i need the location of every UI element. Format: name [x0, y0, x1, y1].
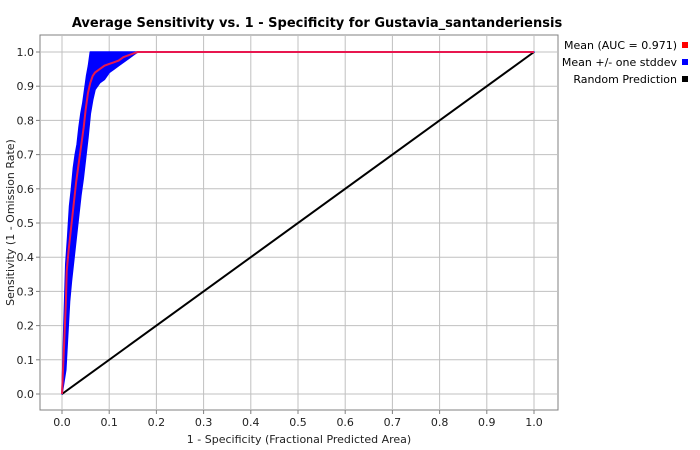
plot-area: 0.0 0.1 0.2 0.3 0.4 0.5 0.6 0.7 0.8 0.9 1.0 0.0 0.1 0…	[17, 34, 559, 429]
x-tick-label: 0.0	[53, 416, 71, 429]
stddev-band	[61, 51, 535, 395]
y-tick-label: 0.2	[17, 320, 35, 333]
x-tick-label: 0.3	[195, 416, 213, 429]
x-tick-label: 0.6	[336, 416, 354, 429]
legend-swatch	[682, 76, 688, 82]
y-tick-label: 0.3	[17, 285, 35, 298]
x-tick-label: 0.1	[100, 416, 118, 429]
random-prediction-line	[61, 51, 535, 395]
legend: Mean (AUC = 0.971) Mean +/- one stddev Ran…	[562, 39, 688, 86]
y-tick-label: 0.5	[17, 217, 35, 230]
y-tick-label: 0.0	[17, 388, 35, 401]
x-tick-label: 0.4	[242, 416, 260, 429]
legend-swatch	[682, 42, 688, 48]
mean-roc-line	[61, 51, 534, 395]
x-tick-label: 0.2	[148, 416, 166, 429]
y-tick-label: 0.6	[17, 183, 35, 196]
y-tick-label: 1.0	[17, 46, 35, 59]
x-tick-label: 0.9	[478, 416, 496, 429]
x-tick-label: 0.8	[431, 416, 449, 429]
y-tick-label: 0.4	[17, 251, 35, 264]
legend-label: Mean (AUC = 0.971)	[564, 39, 677, 52]
y-tick-label: 0.9	[17, 80, 35, 93]
chart-title: Average Sensitivity vs. 1 - Specificity …	[72, 16, 563, 31]
x-tick-label: 1.0	[525, 416, 543, 429]
legend-label: Random Prediction	[573, 73, 677, 86]
legend-swatch	[682, 59, 688, 65]
y-axis-label: Sensitivity (1 - Omission Rate)	[4, 139, 17, 306]
y-tick-label: 0.7	[17, 149, 35, 162]
x-tick-label: 0.5	[289, 416, 307, 429]
legend-label: Mean +/- one stddev	[562, 56, 678, 69]
y-tick-label: 0.8	[17, 114, 35, 127]
x-axis-label: 1 - Specificity (Fractional Predicted Ar…	[187, 433, 411, 446]
x-tick-label: 0.7	[384, 416, 402, 429]
y-tick-label: 0.1	[17, 354, 35, 367]
